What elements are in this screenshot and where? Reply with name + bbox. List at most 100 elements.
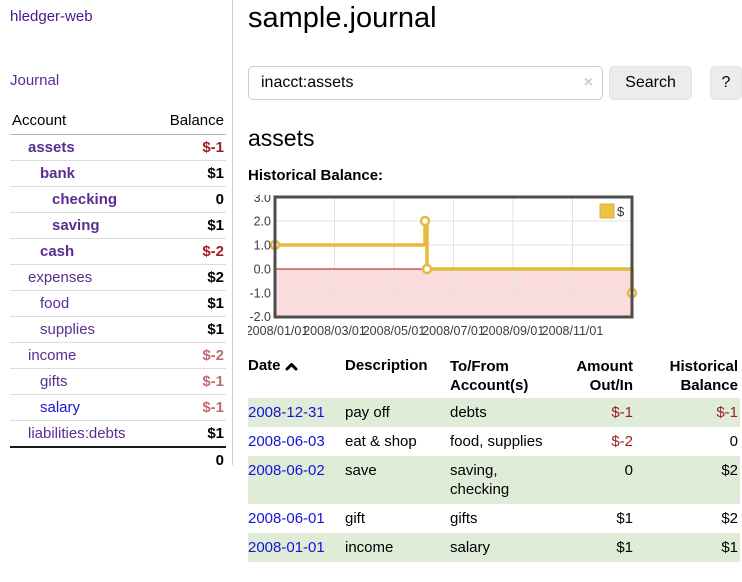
transaction-description: save bbox=[345, 462, 377, 479]
account-row: food $1 bbox=[10, 290, 226, 317]
help-button[interactable]: ? bbox=[709, 66, 742, 100]
balance-chart: $ 3.0 2.0 1.0 0.0 -1.0 -2.0 2008/01/01 2… bbox=[248, 195, 742, 343]
transaction-date-link[interactable]: 2008-12-31 bbox=[248, 404, 325, 421]
transaction-date-link[interactable]: 2008-06-01 bbox=[248, 510, 325, 527]
plot-border bbox=[273, 195, 634, 319]
chart-legend: $ bbox=[597, 202, 629, 220]
transaction-date-link[interactable]: 2008-06-02 bbox=[248, 462, 325, 479]
page-title: sample.journal bbox=[248, 2, 437, 34]
y-tick: -2.0 bbox=[249, 310, 271, 324]
account-link-checking[interactable]: checking bbox=[52, 191, 118, 208]
account-link-cash[interactable]: cash bbox=[40, 243, 75, 260]
transaction-description: pay off bbox=[345, 404, 390, 421]
account-link-saving[interactable]: saving bbox=[52, 217, 100, 234]
register-header-balance: Historical Balance bbox=[669, 358, 738, 394]
register-header-accounts: To/From Account(s) bbox=[450, 358, 529, 394]
account-link-supplies[interactable]: supplies bbox=[40, 321, 96, 338]
account-balance: $-1 bbox=[155, 394, 226, 421]
account-row: saving $1 bbox=[10, 212, 226, 239]
register-row: 2008-06-02 save saving, checking 0 $2 bbox=[248, 456, 740, 504]
account-balance: $2 bbox=[155, 264, 226, 291]
journal-link[interactable]: Journal bbox=[10, 72, 60, 89]
transaction-description: income bbox=[345, 539, 394, 556]
accounts-header-row: Account Balance bbox=[10, 108, 226, 135]
x-tick: 2008/11/01 bbox=[542, 324, 604, 338]
sidebar-item-journal[interactable]: Journal bbox=[10, 72, 226, 90]
search-input[interactable] bbox=[248, 66, 604, 100]
search-box: × bbox=[248, 66, 604, 100]
account-link-gifts[interactable]: gifts bbox=[40, 373, 68, 390]
account-link-liabilities-debts[interactable]: liabilities:debts bbox=[28, 425, 126, 442]
register-row: 2008-12-31 pay off debts $-1 $-1 bbox=[248, 398, 740, 427]
transaction-date-link[interactable]: 2008-06-03 bbox=[248, 433, 325, 450]
account-link-assets[interactable]: assets bbox=[28, 139, 75, 156]
account-page-title: assets bbox=[248, 125, 315, 151]
accounts-header-balance: Balance bbox=[155, 108, 226, 135]
account-balance: $1 bbox=[155, 290, 226, 317]
chart-heading: Historical Balance: bbox=[248, 167, 384, 184]
account-balance: $1 bbox=[155, 420, 226, 448]
accounts-total-row: 0 bbox=[10, 446, 226, 473]
account-link-expenses[interactable]: expenses bbox=[28, 269, 93, 286]
account-link-income[interactable]: income bbox=[28, 347, 77, 364]
clear-search-icon[interactable]: × bbox=[583, 74, 594, 91]
transaction-balance: $2 bbox=[721, 510, 738, 527]
account-link-bank[interactable]: bank bbox=[40, 165, 76, 182]
app-title-link[interactable]: hledger-web bbox=[10, 8, 93, 25]
transaction-accounts: saving, checking bbox=[450, 462, 510, 498]
main-content: sample.journal × Search ? assets Histori… bbox=[248, 0, 742, 562]
transaction-description: eat & shop bbox=[345, 433, 417, 450]
accounts-header-account: Account bbox=[10, 108, 156, 135]
account-balance: $-1 bbox=[155, 134, 226, 161]
register-header-date[interactable]: Date bbox=[248, 356, 345, 398]
transaction-accounts: gifts bbox=[450, 510, 478, 527]
register-row: 2008-06-01 gift gifts $1 $2 bbox=[248, 504, 740, 533]
vertical-gridlines bbox=[334, 198, 573, 316]
account-balance: $-1 bbox=[155, 368, 226, 395]
transaction-accounts: debts bbox=[450, 404, 487, 421]
transaction-amount: $1 bbox=[616, 510, 633, 527]
balance-chart-svg: $ 3.0 2.0 1.0 0.0 -1.0 -2.0 2008/01/01 2… bbox=[248, 195, 638, 338]
register-table: Date Description To/From Account(s) Amou… bbox=[248, 356, 740, 562]
account-row: expenses $2 bbox=[10, 264, 226, 291]
transaction-description: gift bbox=[345, 510, 366, 527]
transaction-amount: 0 bbox=[624, 462, 633, 479]
y-tick: 0.0 bbox=[254, 263, 271, 277]
account-balance: $1 bbox=[155, 212, 226, 239]
transaction-amount: $-2 bbox=[611, 433, 633, 450]
account-balance: $-2 bbox=[155, 238, 226, 265]
x-tick: 2008/03/01 bbox=[303, 324, 366, 338]
register-header-row: Date Description To/From Account(s) Amou… bbox=[248, 356, 740, 398]
account-row: assets $-1 bbox=[10, 134, 226, 161]
x-axis-labels: 2008/01/01 2008/03/01 2008/05/01 2008/07… bbox=[248, 324, 603, 338]
account-row: salary $-1 bbox=[10, 394, 226, 421]
y-tick: 3.0 bbox=[254, 195, 271, 205]
account-row: supplies $1 bbox=[10, 316, 226, 343]
sort-ascending-icon[interactable] bbox=[285, 358, 298, 375]
transaction-balance: 0 bbox=[729, 433, 738, 450]
transaction-amount: $1 bbox=[616, 539, 633, 556]
y-tick: -1.0 bbox=[249, 287, 271, 301]
account-link-food[interactable]: food bbox=[40, 295, 70, 312]
x-tick: 2008/09/01 bbox=[482, 324, 545, 338]
account-balance: $-2 bbox=[155, 342, 226, 369]
account-balance: $1 bbox=[155, 160, 226, 187]
y-tick: 2.0 bbox=[254, 215, 271, 229]
sidebar: hledger-web Journal Account Balance asse… bbox=[0, 0, 233, 473]
account-balance: $1 bbox=[155, 316, 226, 343]
account-row: gifts $-1 bbox=[10, 368, 226, 395]
transaction-balance: $1 bbox=[721, 539, 738, 556]
search-button[interactable]: Search bbox=[609, 66, 692, 100]
transaction-date-link[interactable]: 2008-01-01 bbox=[248, 539, 325, 556]
x-tick: 2008/07/01 bbox=[422, 324, 485, 338]
search-form: × Search ? bbox=[248, 66, 742, 100]
account-link-salary[interactable]: salary bbox=[40, 399, 81, 416]
transaction-accounts: salary bbox=[450, 539, 491, 556]
transaction-amount: $-1 bbox=[611, 404, 633, 421]
legend-label: $ bbox=[617, 204, 625, 219]
register-header-description: Description bbox=[345, 357, 428, 374]
accounts-table: Account Balance assets $-1 bank $1 check… bbox=[10, 108, 226, 473]
legend-swatch bbox=[599, 203, 615, 219]
account-row: liabilities:debts $1 bbox=[10, 420, 226, 448]
y-tick: 1.0 bbox=[254, 239, 271, 253]
